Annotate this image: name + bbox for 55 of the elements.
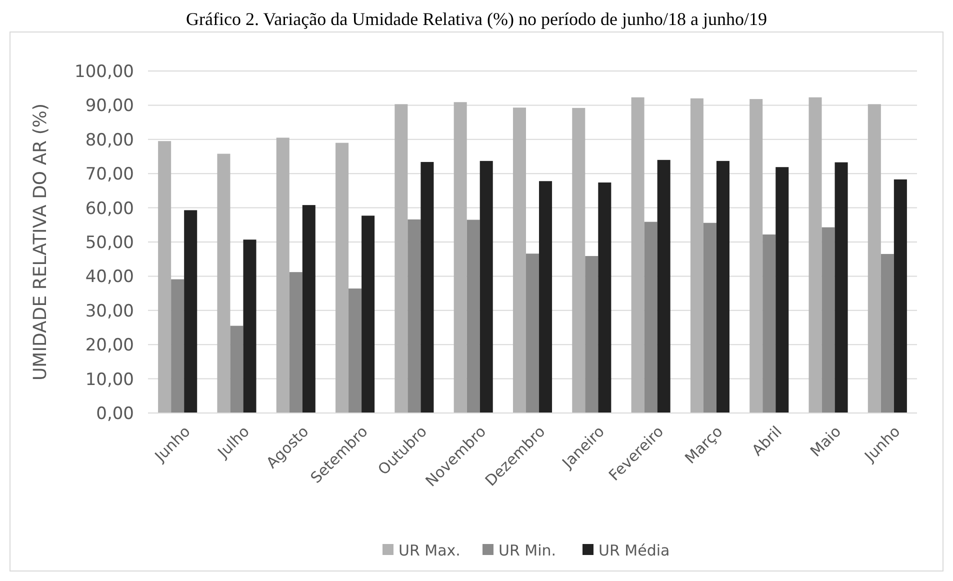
y-tick-label: 30,00 <box>85 301 134 322</box>
y-tick-label: 90,00 <box>85 96 134 116</box>
bar <box>703 222 716 413</box>
y-tick-label: 10,00 <box>85 370 134 390</box>
bar <box>894 179 907 413</box>
legend-label: UR Média <box>598 541 670 560</box>
bar <box>408 219 421 413</box>
bar <box>834 162 848 413</box>
bar <box>657 160 670 413</box>
bar <box>762 234 776 413</box>
bar <box>776 167 789 413</box>
bar <box>171 279 184 413</box>
bar <box>716 160 730 413</box>
bar <box>276 138 290 413</box>
y-tick-label: 20,00 <box>85 336 134 356</box>
bar <box>158 141 172 413</box>
bar <box>539 181 552 413</box>
bar <box>466 220 480 413</box>
bar <box>362 216 375 413</box>
bar <box>644 222 658 413</box>
bar <box>880 254 894 413</box>
bar <box>690 98 704 413</box>
bar <box>480 160 493 413</box>
bar <box>243 240 256 413</box>
bar <box>184 210 198 413</box>
y-tick-label: 0,00 <box>96 404 134 424</box>
bar <box>808 97 822 413</box>
bar <box>302 205 316 413</box>
y-axis-title: UMIDADE RELATIVA DO AR (%) <box>30 103 51 381</box>
bar <box>585 256 598 413</box>
bar <box>230 326 244 413</box>
y-tick-label: 80,00 <box>85 130 134 150</box>
chart-title: Gráfico 2. Variação da Umidade Relativa (%) no período de junho/18 a junho/19 <box>186 9 767 29</box>
bar <box>526 254 540 413</box>
bar <box>420 162 434 413</box>
bar <box>631 97 644 413</box>
bar <box>454 102 467 413</box>
y-tick-label: 60,00 <box>85 198 134 219</box>
bar <box>598 182 612 413</box>
y-tick-label: 40,00 <box>85 267 134 288</box>
bar <box>348 288 362 413</box>
legend-label: UR Min. <box>498 541 556 560</box>
bar <box>336 142 349 413</box>
legend-label: UR Max. <box>398 541 460 560</box>
bar <box>868 104 881 413</box>
bar <box>217 154 230 413</box>
bar <box>512 108 526 413</box>
y-tick-label: 70,00 <box>85 164 134 185</box>
bar <box>572 108 586 413</box>
y-tick-label: 100,00 <box>74 62 134 82</box>
bar <box>822 227 835 413</box>
bar <box>394 104 408 413</box>
y-tick-label: 50,00 <box>85 232 134 253</box>
bar <box>750 99 763 413</box>
bar <box>289 272 302 413</box>
